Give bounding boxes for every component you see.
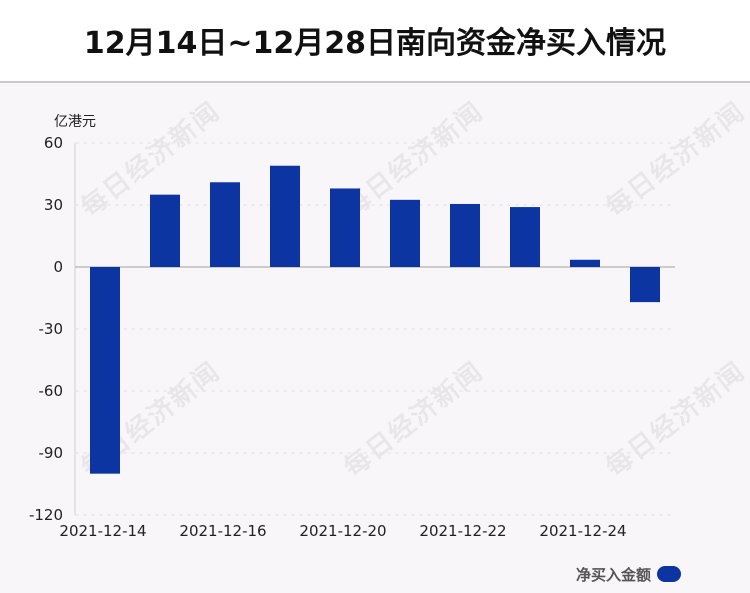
x-tick-label: 2021-12-14	[59, 522, 146, 540]
bar	[330, 188, 360, 267]
bar	[210, 182, 240, 267]
y-tick-label: -30	[39, 320, 64, 338]
y-tick-label: 60	[44, 134, 63, 152]
y-tick-label: 0	[53, 258, 63, 276]
bar	[570, 259, 600, 267]
legend-label: 净买入金额	[576, 565, 652, 584]
legend-swatch	[657, 566, 682, 582]
bar	[150, 194, 180, 267]
bar	[90, 267, 120, 474]
x-tick-label: 2021-12-20	[299, 522, 386, 540]
bar	[450, 203, 480, 267]
y-tick-label: -90	[39, 444, 64, 462]
bar	[510, 207, 540, 267]
bar	[630, 267, 660, 303]
y-tick-label: -60	[39, 382, 64, 400]
y-axis-unit-label: 亿港元	[54, 114, 96, 130]
x-tick-label: 2021-12-24	[539, 522, 626, 540]
bar	[270, 165, 300, 267]
bar	[390, 199, 420, 267]
y-tick-label: -120	[29, 506, 63, 524]
y-tick-label: 30	[44, 196, 63, 214]
title-band	[0, 0, 750, 83]
legend: 净买入金额	[576, 564, 682, 584]
x-tick-label: 2021-12-22	[419, 522, 506, 540]
chart-title: 12月14日~12月28日南向资金净买入情况	[83, 26, 667, 61]
x-tick-label: 2021-12-16	[179, 522, 266, 540]
bar-layer	[90, 165, 660, 474]
